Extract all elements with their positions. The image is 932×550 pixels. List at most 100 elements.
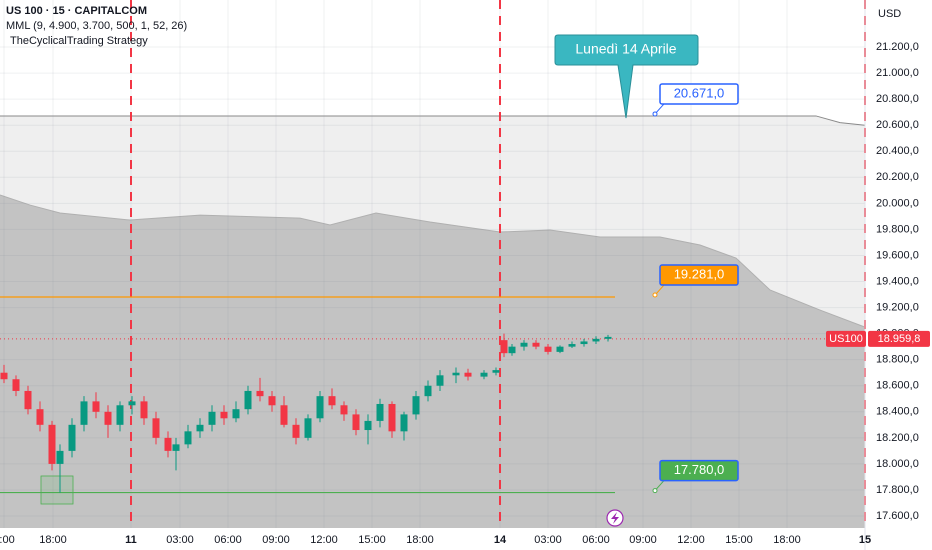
candle-body <box>556 346 564 352</box>
indicator-label: MML (9, 4.900, 3.700, 500, 1, 52, 26) <box>6 20 187 32</box>
x-tick-label: 12:00 <box>310 534 338 546</box>
axis-unit: USD <box>878 8 901 20</box>
upper-band-line <box>0 115 866 126</box>
candle-body <box>452 372 460 376</box>
plot-area <box>0 0 866 528</box>
y-tick-label: 21.200,0 <box>876 41 919 53</box>
y-tick-label: 18.200,0 <box>876 432 919 444</box>
callout-dot <box>652 111 658 117</box>
candle-body <box>116 405 124 425</box>
y-tick-label: 18.000,0 <box>876 458 919 470</box>
candle-body <box>604 336 612 339</box>
candle-body <box>500 340 508 354</box>
candle-body <box>80 401 88 425</box>
candle-body <box>340 405 348 415</box>
y-tick-label: 19.800,0 <box>876 223 919 235</box>
y-tick-label: 19.600,0 <box>876 249 919 261</box>
candle-body <box>436 375 444 386</box>
candle-body <box>68 424 76 451</box>
candle-body <box>244 390 252 410</box>
x-tick-label: 03:00 <box>166 534 194 546</box>
y-tick-label: 21.000,0 <box>876 67 919 79</box>
x-tick-label: 14 <box>494 534 507 546</box>
y-tick-label: 18.400,0 <box>876 406 919 418</box>
candle-body <box>208 411 216 425</box>
x-tick-label: 18:00 <box>39 534 67 546</box>
candle-body <box>104 411 112 425</box>
price-tag <box>868 330 930 347</box>
symbol-tag <box>826 330 866 347</box>
event-icon-bolt <box>611 512 619 524</box>
x-tick-label: 12:00 <box>677 534 705 546</box>
y-tick-label: 18.800,0 <box>876 354 919 366</box>
y-tick-label: 17.800,0 <box>876 484 919 496</box>
x-tick-label: 06:00 <box>214 534 242 546</box>
candle-body <box>36 409 44 425</box>
lower-band-line <box>0 194 866 328</box>
candle-body <box>464 372 472 377</box>
candle-body <box>196 424 204 432</box>
x-tick-label: 09:00 <box>262 534 290 546</box>
candle-body <box>152 418 160 438</box>
x-tick-label: 5:00 <box>0 534 15 546</box>
candle-body <box>0 372 8 380</box>
candle-body <box>12 379 20 391</box>
candle-body <box>508 346 516 354</box>
candle-body <box>268 396 276 406</box>
y-tick-label: 20.600,0 <box>876 119 919 131</box>
annotation-bubble <box>554 34 699 119</box>
candle-body <box>400 414 408 432</box>
candle-body <box>304 418 312 438</box>
callout-label: 20.671,0 <box>674 85 725 100</box>
x-tick-label: 15:00 <box>358 534 386 546</box>
candle-body <box>480 372 488 377</box>
candle-body <box>568 344 576 347</box>
y-tick-label: 17.600,0 <box>876 510 919 522</box>
x-tick-label: 18:00 <box>406 534 434 546</box>
candle-body <box>520 342 528 347</box>
y-tick-label: 20.800,0 <box>876 93 919 105</box>
candle-body <box>292 424 300 438</box>
candle-body <box>592 338 600 342</box>
candle-body <box>352 414 360 431</box>
candle-body <box>280 405 288 425</box>
callout-label: 17.780,0 <box>674 462 725 477</box>
callout-box <box>659 459 739 482</box>
x-tick-label: 03:00 <box>534 534 562 546</box>
callout-label: 19.281,0 <box>674 266 725 281</box>
candle-body <box>164 437 172 451</box>
x-tick-label: 09:00 <box>629 534 657 546</box>
candle-body <box>220 411 228 419</box>
lower-band-area <box>0 195 865 528</box>
candle-body <box>412 396 420 415</box>
indicator-label: TheCyclicalTrading Strategy <box>10 35 148 47</box>
callout-dot <box>652 488 658 494</box>
candle-body <box>316 396 324 419</box>
candle-body <box>544 346 552 352</box>
candle-body <box>532 342 540 347</box>
y-tick-label: 20.400,0 <box>876 145 919 157</box>
x-tick-label: 06:00 <box>582 534 610 546</box>
x-tick-label: 15:00 <box>725 534 753 546</box>
callout-dot <box>652 292 658 298</box>
candle-body <box>56 450 64 464</box>
candle-body <box>24 390 32 410</box>
highlight-box <box>40 475 74 505</box>
price-tag-label: 18.959,8 <box>878 333 921 345</box>
candle-body <box>172 444 180 451</box>
candle-body <box>424 385 432 397</box>
candle-body <box>128 401 136 406</box>
candle-body <box>580 341 588 345</box>
callout-box <box>659 264 739 286</box>
candle-body <box>184 431 192 445</box>
candle-body <box>492 370 500 373</box>
candle-body <box>256 390 264 397</box>
callout-box <box>659 83 739 105</box>
candle-body <box>328 396 336 406</box>
candle-body <box>376 403 384 421</box>
candle-body <box>364 420 372 431</box>
candle-body <box>232 409 240 419</box>
chart-title: US 100 · 15 · CAPITALCOM <box>6 5 147 17</box>
y-tick-label: 18.600,0 <box>876 380 919 392</box>
